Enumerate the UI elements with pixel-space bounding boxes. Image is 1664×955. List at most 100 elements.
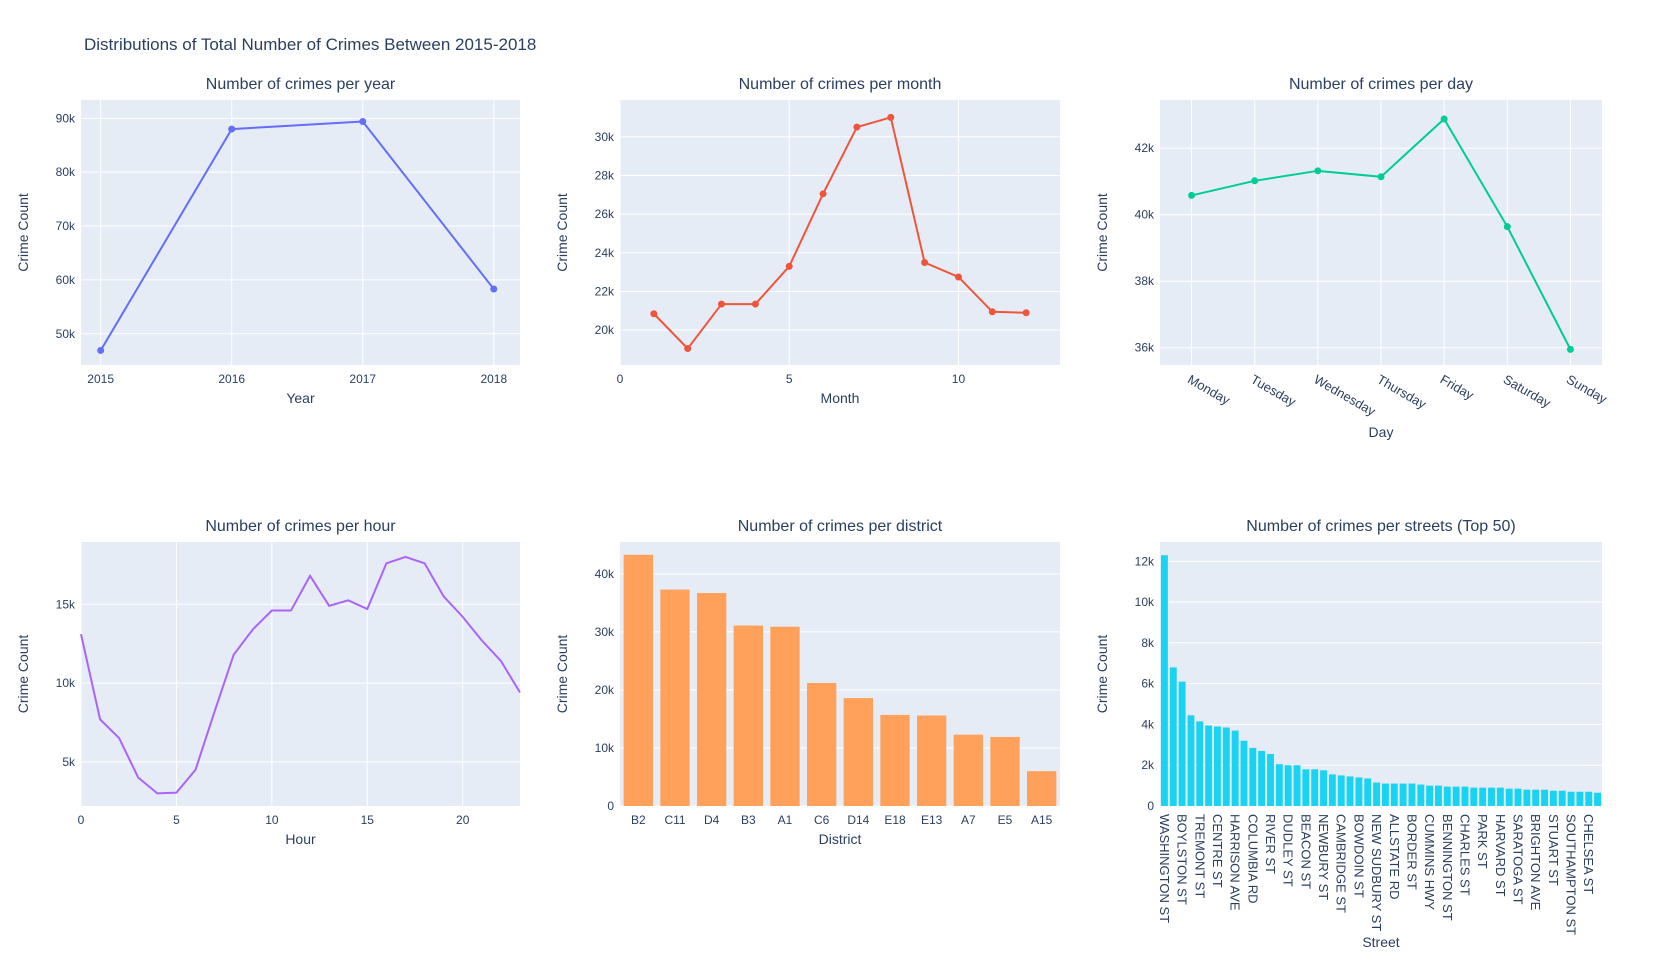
bar [1541, 789, 1548, 806]
x-tick-label: PARK ST [1475, 814, 1490, 869]
x-tick-label: D4 [704, 813, 720, 827]
bar [1249, 747, 1257, 806]
y-tick-label: 8k [1141, 636, 1155, 650]
bar [1399, 783, 1407, 806]
bar [1284, 765, 1292, 806]
bar [990, 736, 1020, 806]
y-tick-label: 80k [56, 165, 76, 179]
data-point [1440, 115, 1448, 123]
bar [1443, 786, 1451, 806]
data-point [1377, 173, 1385, 181]
bar [1576, 791, 1584, 806]
bar [1320, 770, 1327, 806]
y-tick-label: 38k [1135, 274, 1155, 288]
bar [1408, 783, 1416, 806]
x-tick-label: COLUMBIA RD [1245, 814, 1260, 904]
bar [1346, 776, 1354, 806]
x-tick-label: BOYLSTON ST [1175, 814, 1190, 905]
data-point [921, 258, 929, 266]
plot-background [620, 542, 1060, 806]
bar [623, 554, 653, 806]
bar [660, 589, 690, 806]
x-tick-label: SARATOGA ST [1511, 814, 1526, 905]
x-tick-label: E18 [884, 813, 906, 827]
y-tick-label: 30k [595, 130, 615, 144]
bar [1373, 782, 1381, 806]
x-tick-label: B2 [631, 813, 646, 827]
x-tick-label: 2016 [218, 372, 245, 386]
x-tick-label: HARVARD ST [1493, 814, 1508, 897]
data-point [650, 310, 658, 318]
y-tick-label: 90k [56, 111, 76, 125]
x-axis-label: Day [1369, 424, 1394, 440]
x-axis-label: Month [821, 390, 860, 406]
bar [1585, 791, 1593, 806]
bar [1275, 764, 1283, 806]
x-tick-label: BOWDOIN ST [1351, 814, 1366, 898]
bar [1027, 771, 1057, 806]
y-tick-label: 26k [595, 207, 615, 221]
data-point [751, 300, 759, 308]
y-tick-label: 36k [1135, 341, 1155, 355]
y-tick-label: 24k [595, 246, 615, 260]
x-tick-label: BRIGHTON AVE [1528, 814, 1543, 911]
y-tick-label: 4k [1141, 717, 1155, 731]
subplot-hour: 5k 10k 15k 0 5 10 15 20 Number of crimes per hou… [15, 518, 521, 847]
y-tick-label: 50k [56, 327, 76, 341]
x-tick-label: 0 [78, 813, 85, 827]
x-tick-label: Friday [1438, 372, 1477, 403]
plot-background [81, 542, 520, 806]
bar [1293, 765, 1301, 806]
bar [733, 625, 763, 806]
y-tick-label: 12k [1135, 554, 1155, 568]
y-tick-label: 60k [56, 273, 76, 287]
y-tick-label: 10k [595, 741, 615, 755]
x-tick-label: DUDLEY ST [1281, 814, 1296, 887]
bar [1258, 750, 1266, 806]
bar [1302, 769, 1310, 806]
y-tick-label: 0 [607, 799, 614, 813]
data-point [1503, 223, 1511, 231]
bar [1488, 787, 1495, 806]
data-point [490, 285, 498, 293]
x-tick-label: HARRISON AVE [1228, 814, 1243, 911]
y-axis-label: Crime Count [1094, 193, 1110, 272]
data-point [684, 345, 692, 353]
y-tick-label: 10k [1135, 595, 1155, 609]
x-tick-label: WASHINGTON ST [1157, 814, 1172, 923]
subplot-title: Number of crimes per hour [205, 518, 396, 535]
bar [1355, 777, 1363, 806]
x-tick-label: E5 [998, 813, 1013, 827]
bar [1328, 774, 1336, 806]
x-tick-label: ALLSTATE RD [1387, 814, 1402, 899]
series-line [80, 555, 521, 795]
y-tick-label: 2k [1141, 758, 1155, 772]
bar [1549, 790, 1557, 806]
x-tick-label: 0 [617, 372, 624, 386]
x-tick-label: Monday [1185, 372, 1233, 408]
bar [1417, 784, 1425, 806]
x-tick-label: 5 [786, 372, 793, 386]
x-tick-label: Thursday [1375, 372, 1430, 412]
y-tick-label: 70k [56, 219, 76, 233]
x-axis-label: Hour [285, 831, 316, 847]
y-tick-label: 20k [595, 683, 615, 697]
x-tick-label: 10 [952, 372, 966, 386]
bar [1505, 788, 1513, 806]
data-point [1188, 191, 1196, 199]
x-tick-label: A7 [961, 813, 976, 827]
x-tick-label: 20 [456, 813, 470, 827]
x-tick-label: BEACON ST [1298, 814, 1313, 889]
y-tick-label: 42k [1135, 141, 1155, 155]
subplot-day: 36k 38k 40k 42k Number of crimes per day Crim… [1094, 76, 1610, 440]
data-point [97, 346, 105, 354]
bar [1479, 787, 1487, 806]
bar [1390, 783, 1398, 806]
x-axis-label: Street [1362, 934, 1399, 950]
x-tick-label: CHARLES ST [1457, 814, 1472, 896]
y-tick-label: 6k [1141, 677, 1155, 691]
x-tick-label: B3 [741, 813, 756, 827]
data-point [718, 300, 726, 308]
x-tick-label: CUMMINS HWY [1422, 814, 1437, 910]
subplot-title: Number of crimes per month [739, 76, 942, 93]
